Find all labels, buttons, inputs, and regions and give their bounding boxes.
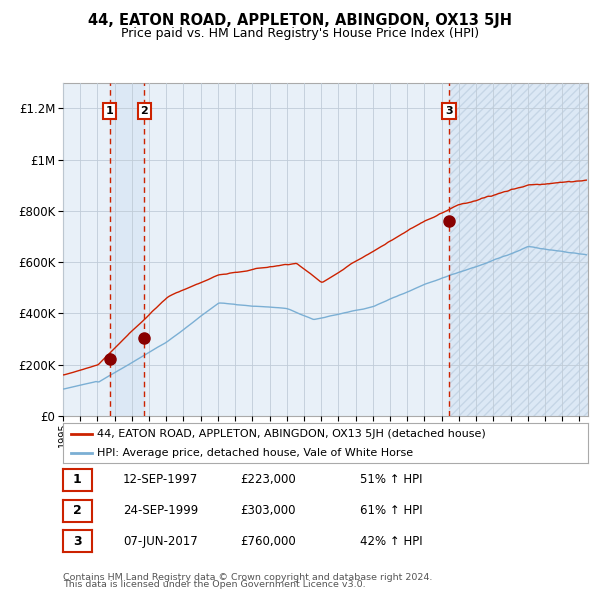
Text: 2: 2 [140, 106, 148, 116]
Bar [449, 83, 588, 416]
Text: 12-SEP-1997: 12-SEP-1997 [123, 473, 198, 486]
Text: 07-JUN-2017: 07-JUN-2017 [123, 535, 198, 548]
Bar [449, 83, 588, 416]
Text: Contains HM Land Registry data © Crown copyright and database right 2024.: Contains HM Land Registry data © Crown c… [63, 573, 433, 582]
Text: 3: 3 [445, 106, 453, 116]
Text: 44, EATON ROAD, APPLETON, ABINGDON, OX13 5JH (detached house): 44, EATON ROAD, APPLETON, ABINGDON, OX13… [97, 430, 486, 440]
Text: 2: 2 [73, 504, 82, 517]
Text: 1: 1 [73, 473, 82, 487]
Text: 44, EATON ROAD, APPLETON, ABINGDON, OX13 5JH: 44, EATON ROAD, APPLETON, ABINGDON, OX13… [88, 13, 512, 28]
Text: 42% ↑ HPI: 42% ↑ HPI [360, 535, 422, 548]
Bar [110, 83, 145, 416]
Text: This data is licensed under the Open Government Licence v3.0.: This data is licensed under the Open Gov… [63, 581, 365, 589]
Text: 24-SEP-1999: 24-SEP-1999 [123, 504, 198, 517]
Text: HPI: Average price, detached house, Vale of White Horse: HPI: Average price, detached house, Vale… [97, 448, 413, 458]
Text: Price paid vs. HM Land Registry's House Price Index (HPI): Price paid vs. HM Land Registry's House … [121, 27, 479, 40]
Text: £223,000: £223,000 [240, 473, 296, 486]
Text: £303,000: £303,000 [240, 504, 296, 517]
Text: 1: 1 [106, 106, 113, 116]
Text: 3: 3 [73, 535, 82, 548]
Text: 61% ↑ HPI: 61% ↑ HPI [360, 504, 422, 517]
Text: 51% ↑ HPI: 51% ↑ HPI [360, 473, 422, 486]
Text: £760,000: £760,000 [240, 535, 296, 548]
